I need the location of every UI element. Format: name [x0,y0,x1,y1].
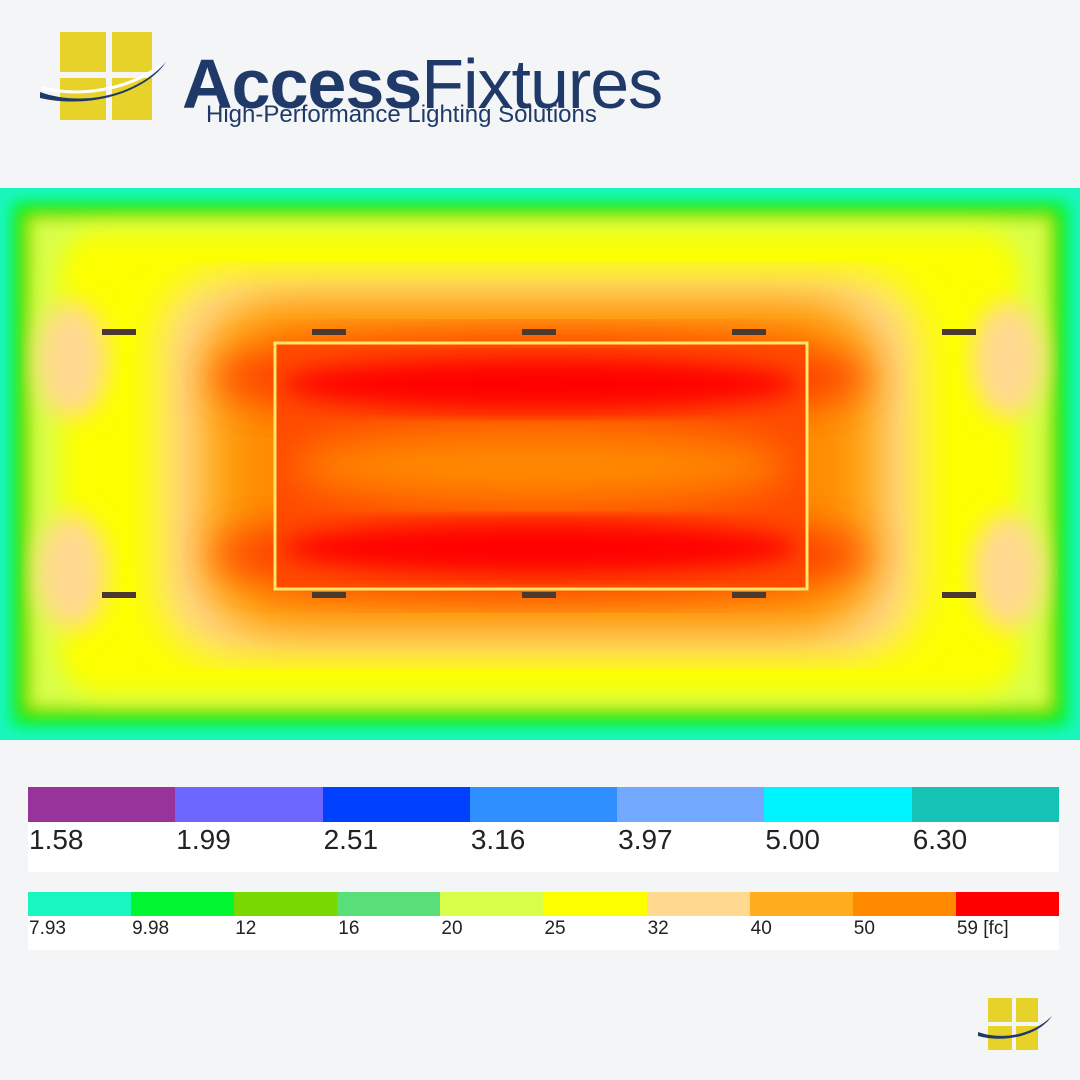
legend-swatch [234,892,338,916]
legend-high-swatches [28,892,1059,916]
inner-mid-band [291,430,791,502]
fixture-icon [942,329,976,335]
legend-label: 2.51 [323,824,379,855]
legend-label: 25 [544,918,566,939]
inner-boundary-line [273,341,809,591]
legend-swatch [852,892,956,916]
legend-swatch [131,892,235,916]
inner-playing-area [275,343,807,589]
legend-swatch [764,787,912,822]
legend-high-range: 7.93 9.98 12 16 20 25 32 40 50 59 [fc] [28,892,1059,950]
inner-red-bottom [281,522,801,574]
legend-label: 59 [fc] [956,918,1009,939]
fixture-icon [102,592,136,598]
logo-mark-small-icon[interactable] [978,996,1054,1054]
legend-label: 1.99 [176,824,231,855]
legend-swatch [175,787,323,822]
legend-swatch [440,892,544,916]
inner-red-top [281,358,801,410]
zone-peach-right-bottom [972,514,1044,630]
legend-label: 40 [750,918,772,939]
legend-label: 20 [441,918,463,939]
fixtures [102,329,976,598]
legend-label: 16 [338,918,360,939]
zone-peach-right-top [972,302,1044,418]
legend-swatch [469,787,618,822]
fixture-icon [942,592,976,598]
brand-name-regular: Fixtures [421,45,663,123]
zone-peach-left-top [36,302,108,418]
legend-label: 32 [647,918,669,939]
legend-swatch [955,892,1059,916]
legend-label: 3.97 [618,824,673,855]
legend-label: 7.93 [29,918,66,939]
legend-low-range: 1.58 1.99 2.51 3.16 3.97 5.00 6.30 [28,787,1059,872]
legend-swatch [911,787,1059,822]
legend-swatch [543,892,647,916]
brand-name: AccessFixtures [182,44,663,124]
legend-label: 12 [235,918,257,939]
fixture-icon [312,592,346,598]
legend-swatch [646,892,750,916]
legend-label: 6.30 [912,824,968,855]
brand-name-bold: Access [182,45,422,123]
legend-swatch [749,892,853,916]
legend-swatch [322,787,470,822]
fixture-icon [732,329,766,335]
legend-swatch [337,892,441,916]
legend-label: 5.00 [765,824,820,855]
illuminance-heatmap [0,188,1080,740]
fixture-icon [522,592,556,598]
legend-low-swatches [28,787,1059,822]
fixture-icon [312,329,346,335]
legend-swatch [617,787,765,822]
legend-swatch [28,787,176,822]
zone-peach-left-bottom [36,514,108,630]
legend-low-labels: 1.58 1.99 2.51 3.16 3.97 5.00 6.30 [28,822,1059,872]
legend-high-labels: 7.93 9.98 12 16 20 25 32 40 50 59 [fc] [28,916,1059,950]
legend-label: 9.98 [132,918,170,939]
fixture-icon [522,329,556,335]
fixture-icon [732,592,766,598]
logo-mark-icon [40,32,166,120]
legend-label: 1.58 [29,824,84,855]
fixture-icon [102,329,136,335]
legend-label: 3.16 [470,824,526,855]
brand-tagline: High-Performance Lighting Solutions [206,101,597,128]
legend-swatch [28,892,132,916]
legend-label: 50 [853,918,875,939]
access-fixtures-logo[interactable]: AccessFixtures High-Performance Lighting… [38,28,698,138]
